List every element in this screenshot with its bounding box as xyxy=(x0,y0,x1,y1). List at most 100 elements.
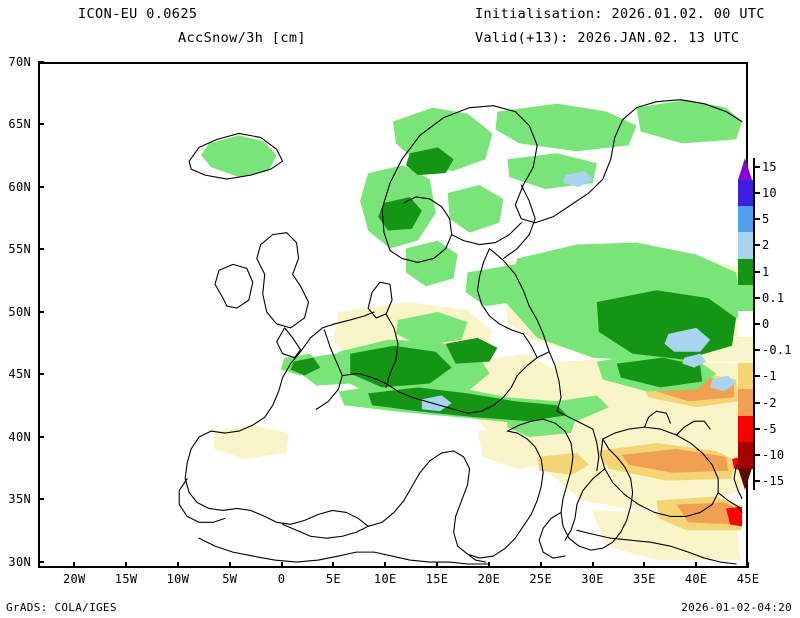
colorbar-tick xyxy=(755,349,760,352)
x-axis-label: 0 xyxy=(277,572,286,586)
x-tick xyxy=(591,562,594,568)
colorbar-band xyxy=(738,310,753,338)
colorbar-band xyxy=(738,206,753,233)
grads-credit: GrADS: COLA/IGES xyxy=(6,601,117,614)
initialisation-time: Initialisation: 2026.01.02. 00 UTC xyxy=(475,6,765,22)
colorbar-band xyxy=(738,363,753,391)
colorbar-band xyxy=(738,258,753,286)
header-left: ICON-EU 0.0625 AccSnow/3h [cm] xyxy=(0,0,430,52)
colorbar-tick xyxy=(755,296,760,299)
x-axis-label: 20W xyxy=(62,572,86,586)
x-axis-label: 45E xyxy=(736,572,760,586)
y-tick xyxy=(38,498,44,501)
x-tick xyxy=(125,562,128,568)
colorbar-label: 2 xyxy=(762,238,770,253)
colorbar-tick xyxy=(755,244,760,247)
y-axis-label: 65N xyxy=(8,117,31,132)
x-tick xyxy=(384,562,387,568)
x-tick xyxy=(539,562,542,568)
x-axis-label: 15E xyxy=(425,572,449,586)
colorbar-band xyxy=(738,337,753,364)
y-axis-label: 45N xyxy=(8,367,31,382)
map-canvas xyxy=(40,64,746,566)
model-title: ICON-EU 0.0625 xyxy=(78,6,198,22)
x-tick xyxy=(436,562,439,568)
colorbar-label: 1 xyxy=(762,264,770,279)
y-tick xyxy=(38,248,44,251)
colorbar-label: -1 xyxy=(762,369,777,384)
coastlines-layer xyxy=(178,99,743,565)
colorbar-bands xyxy=(738,158,753,490)
colorbar-axis-line xyxy=(753,158,755,490)
y-tick xyxy=(38,61,44,63)
render-timestamp: 2026-01-02-04:20 xyxy=(681,601,792,614)
y-axis-label: 70N xyxy=(8,55,31,69)
x-tick xyxy=(643,562,646,568)
field-snow-core-shading xyxy=(421,171,737,412)
colorbar[interactable]: 15 10 5 2 1 0.1 0 -0.1 -1 -2 -5 -10 -15 xyxy=(738,158,798,490)
colorbar-tick xyxy=(755,480,760,483)
colorbar-tick xyxy=(755,401,760,404)
colorbar-band xyxy=(738,389,753,417)
y-axis-label: 30N xyxy=(8,554,31,569)
colorbar-label: 5 xyxy=(762,212,770,227)
colorbar-band xyxy=(738,284,753,312)
colorbar-label: 10 xyxy=(762,186,777,201)
colorbar-band xyxy=(738,415,753,443)
x-tick xyxy=(228,562,231,568)
y-tick xyxy=(38,373,44,376)
y-axis-label: 40N xyxy=(8,429,31,444)
colorbar-tick xyxy=(755,165,760,168)
x-axis-label: 10E xyxy=(373,572,397,586)
colorbar-label: -2 xyxy=(762,395,777,410)
y-axis-label: 55N xyxy=(8,242,31,257)
colorbar-label: 15 xyxy=(762,159,777,174)
colorbar-label: -15 xyxy=(762,474,785,489)
x-axis-label: 15W xyxy=(114,572,138,586)
colorbar-tick xyxy=(755,427,760,430)
colorbar-band xyxy=(738,441,753,469)
colorbar-cap-bottom xyxy=(738,468,752,490)
y-axis-label: 35N xyxy=(8,492,31,507)
x-axis-label: 5W xyxy=(222,572,238,586)
y-axis-label: 50N xyxy=(8,304,31,319)
x-tick xyxy=(280,562,283,568)
y-tick xyxy=(38,185,44,188)
header-right: Initialisation: 2026.01.02. 00 UTC Valid… xyxy=(430,0,780,52)
x-tick xyxy=(176,562,179,568)
y-axis-label: 60N xyxy=(8,179,31,194)
colorbar-label: -10 xyxy=(762,447,785,462)
x-tick xyxy=(73,562,76,568)
y-tick xyxy=(38,435,44,438)
valid-time: Valid(+13): 2026.JAN.02. 13 UTC xyxy=(475,30,740,46)
colorbar-tick xyxy=(755,375,760,378)
x-tick xyxy=(695,562,698,568)
x-axis-label: 20E xyxy=(477,572,501,586)
x-axis-label: 40E xyxy=(684,572,708,586)
colorbar-tick xyxy=(755,218,760,221)
x-axis-label: 5E xyxy=(325,572,341,586)
x-tick xyxy=(487,562,490,568)
colorbar-band xyxy=(738,180,753,207)
colorbar-tick xyxy=(755,270,760,273)
colorbar-band xyxy=(738,232,753,260)
x-axis-label: 35E xyxy=(633,572,656,586)
x-axis-label: 10W xyxy=(166,572,190,586)
x-axis-label: 30E xyxy=(581,572,604,586)
colorbar-cap-top xyxy=(738,158,752,180)
x-tick xyxy=(747,562,749,568)
y-tick xyxy=(38,560,44,563)
colorbar-label: 0.1 xyxy=(762,290,785,305)
colorbar-tick xyxy=(755,192,760,195)
colorbar-label: -0.1 xyxy=(762,343,792,358)
colorbar-tick xyxy=(755,323,760,325)
field-title: AccSnow/3h [cm] xyxy=(178,30,306,46)
y-tick xyxy=(38,310,44,313)
colorbar-tick xyxy=(755,453,760,456)
y-tick xyxy=(38,123,44,126)
map-plot-area[interactable] xyxy=(38,62,748,568)
colorbar-label: -5 xyxy=(762,421,777,436)
x-tick xyxy=(332,562,335,568)
x-axis-label: 25E xyxy=(529,572,552,586)
colorbar-label: 0 xyxy=(762,317,770,331)
